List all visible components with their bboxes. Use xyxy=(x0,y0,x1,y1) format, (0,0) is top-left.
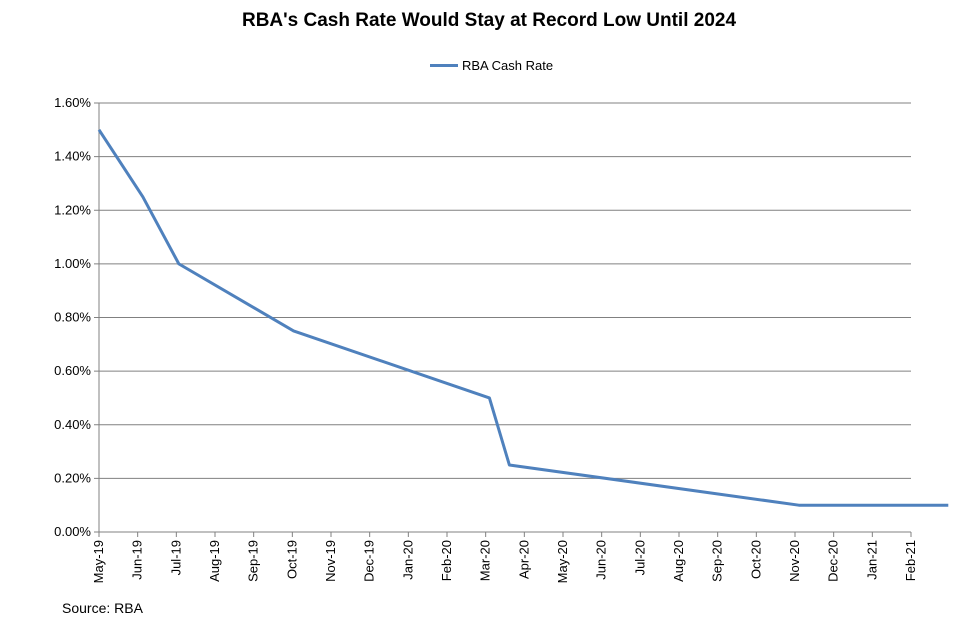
y-tick-label: 1.60% xyxy=(54,95,91,110)
x-tick-label: Jun-20 xyxy=(594,540,609,580)
y-tick-label: 0.20% xyxy=(54,470,91,485)
x-tick-label: Aug-20 xyxy=(671,540,686,582)
x-tick-label: Mar-20 xyxy=(478,540,493,581)
x-tick-label: Nov-19 xyxy=(323,540,338,582)
x-tick-label: Dec-20 xyxy=(826,540,841,582)
x-tick-label: Nov-20 xyxy=(787,540,802,582)
y-tick-label: 1.00% xyxy=(54,256,91,271)
x-tick-label: Feb-21 xyxy=(903,540,918,581)
x-tick-label: Oct-20 xyxy=(748,540,763,579)
x-tick-label: Oct-19 xyxy=(284,540,299,579)
y-tick-label: 0.60% xyxy=(54,363,91,378)
chart-title: RBA's Cash Rate Would Stay at Record Low… xyxy=(241,10,737,31)
x-tick-label: Dec-19 xyxy=(362,540,377,582)
x-tick-label: Jul-19 xyxy=(168,540,183,575)
x-tick-label: May-20 xyxy=(555,540,570,583)
legend: RBA Cash Rate xyxy=(430,58,553,73)
y-tick-label: 0.40% xyxy=(54,417,91,432)
x-tick-label: Feb-20 xyxy=(439,540,454,581)
x-tick-label: Apr-20 xyxy=(516,540,531,579)
legend-label: RBA Cash Rate xyxy=(462,58,554,73)
x-tick-label: Jan-20 xyxy=(400,540,415,580)
source-note: Source: RBA xyxy=(62,600,143,616)
legend-swatch xyxy=(430,64,458,67)
series-line xyxy=(97,128,949,507)
x-tick-label: Jun-19 xyxy=(130,540,145,580)
x-tick-label: Sep-19 xyxy=(246,540,261,582)
y-tick-label: 1.20% xyxy=(54,202,91,217)
y-tick-label: 0.00% xyxy=(54,524,91,539)
x-tick-label: Jul-20 xyxy=(632,540,647,575)
x-tick-label: Aug-19 xyxy=(207,540,222,582)
x-tick-label: Sep-20 xyxy=(710,540,725,582)
x-tick-label: May-19 xyxy=(91,540,106,583)
y-tick-label: 0.80% xyxy=(54,310,91,325)
y-tick-label: 1.40% xyxy=(54,149,91,164)
x-tick-label: Jan-21 xyxy=(864,540,879,580)
